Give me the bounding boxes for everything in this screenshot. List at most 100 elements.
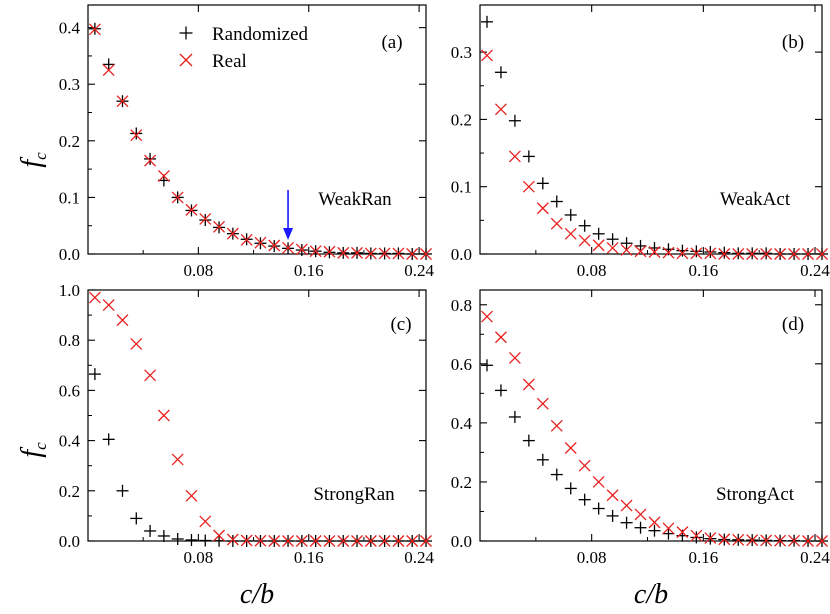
data-point-randomized bbox=[536, 453, 549, 466]
data-point-randomized bbox=[88, 368, 101, 381]
data-point-real bbox=[732, 533, 745, 546]
data-point-real bbox=[592, 239, 605, 252]
data-point-randomized bbox=[578, 219, 591, 232]
data-point-real bbox=[130, 129, 143, 142]
data-point-real bbox=[268, 535, 281, 547]
data-point-real bbox=[226, 533, 239, 546]
legend-randomized-label: Randomized bbox=[212, 24, 309, 45]
panel-c-ytick-label: 0.4 bbox=[59, 432, 81, 451]
panel-a-ytick-label: 0.0 bbox=[59, 245, 80, 264]
data-point-real bbox=[157, 409, 170, 422]
data-point-real bbox=[282, 535, 295, 547]
data-point-real bbox=[254, 534, 267, 547]
panel-a-ytick-label: 0.3 bbox=[59, 75, 80, 94]
data-point-real bbox=[392, 535, 405, 547]
panel-c-ytick-label: 0.0 bbox=[59, 532, 80, 551]
data-point-real bbox=[578, 234, 591, 247]
data-point-real bbox=[309, 245, 322, 258]
panel-b-tag: (b) bbox=[782, 32, 804, 53]
data-point-real bbox=[802, 248, 815, 260]
data-point-randomized bbox=[157, 529, 170, 542]
data-point-real bbox=[378, 247, 391, 260]
data-point-randomized bbox=[213, 534, 226, 547]
legend-cross-shape bbox=[179, 53, 193, 67]
panel-d-ytick-label: 0.8 bbox=[451, 296, 472, 315]
data-point-real bbox=[144, 369, 157, 382]
data-point-real bbox=[323, 245, 336, 258]
data-point-randomized bbox=[564, 208, 577, 221]
data-point-real bbox=[213, 220, 226, 233]
panel-b-ytick-label: 0.2 bbox=[451, 110, 472, 129]
data-point-real bbox=[774, 534, 787, 547]
panel-c-name: StrongRan bbox=[313, 484, 395, 505]
data-point-real bbox=[718, 533, 731, 546]
panel-d-ytick-label: 0.6 bbox=[451, 355, 472, 374]
data-point-real bbox=[760, 248, 773, 260]
data-point-randomized bbox=[690, 245, 703, 258]
data-point-randomized bbox=[102, 433, 115, 446]
data-point-real bbox=[364, 247, 377, 260]
data-point-randomized bbox=[620, 516, 633, 529]
data-point-real bbox=[760, 534, 773, 547]
data-point-real bbox=[564, 227, 577, 240]
panel-b-name: WeakAct bbox=[720, 189, 791, 210]
panel-b-xtick-label: 0.16 bbox=[688, 261, 718, 280]
data-point-randomized bbox=[634, 239, 647, 252]
data-point-real bbox=[185, 489, 198, 502]
data-point-randomized bbox=[564, 482, 577, 495]
data-point-real bbox=[690, 247, 703, 260]
data-point-randomized bbox=[199, 534, 212, 547]
data-point-randomized bbox=[508, 410, 521, 423]
data-point-randomized bbox=[116, 484, 129, 497]
data-point-real bbox=[746, 248, 759, 260]
panel-c-xtick-label: 0.16 bbox=[294, 548, 324, 567]
data-point-real bbox=[704, 247, 717, 260]
data-point-real bbox=[536, 397, 549, 410]
data-point-real bbox=[704, 532, 717, 545]
data-point-real bbox=[648, 246, 661, 258]
data-point-randomized bbox=[480, 15, 493, 28]
panel-d-xtick-label: 0.08 bbox=[577, 548, 607, 567]
data-point-real bbox=[481, 310, 493, 323]
threshold-arrow bbox=[283, 190, 294, 240]
data-point-real bbox=[406, 535, 419, 547]
data-point-real bbox=[199, 212, 212, 225]
panel-d-name: StrongAct bbox=[716, 484, 795, 505]
data-point-real bbox=[295, 243, 308, 256]
data-point-real bbox=[185, 203, 198, 216]
data-point-randomized bbox=[606, 233, 619, 246]
data-point-randomized bbox=[144, 152, 157, 165]
y-axis-title-bottom: fc bbox=[16, 442, 50, 458]
data-point-real bbox=[578, 459, 591, 472]
data-point-real bbox=[732, 248, 745, 260]
y-axis-title-top: fc bbox=[16, 152, 50, 168]
data-point-real bbox=[592, 475, 605, 488]
data-point-real bbox=[337, 535, 350, 547]
legend-real-marker bbox=[179, 53, 193, 67]
y-axis-title-top-main: f bbox=[16, 157, 47, 168]
data-point-real bbox=[351, 535, 363, 547]
panel-b-xtick-label: 0.08 bbox=[577, 261, 607, 280]
data-point-randomized bbox=[480, 359, 493, 372]
data-point-randomized bbox=[185, 533, 198, 546]
data-point-real bbox=[116, 95, 129, 108]
data-point-randomized bbox=[144, 524, 157, 537]
data-point-real bbox=[171, 453, 184, 466]
data-point-randomized bbox=[226, 535, 239, 547]
data-point-randomized bbox=[620, 237, 633, 250]
data-point-real bbox=[662, 246, 675, 259]
data-point-randomized bbox=[522, 150, 535, 163]
panel-a-ytick-label: 0.1 bbox=[59, 188, 80, 207]
data-point-real bbox=[494, 103, 507, 116]
data-point-randomized bbox=[592, 227, 605, 240]
data-point-randomized bbox=[130, 127, 143, 140]
data-point-real bbox=[268, 239, 281, 252]
data-point-real bbox=[634, 508, 647, 521]
data-point-real bbox=[213, 529, 226, 542]
data-point-real bbox=[199, 515, 212, 528]
panel-b-frame bbox=[479, 4, 823, 255]
panel-d-xtick-label: 0.16 bbox=[688, 548, 718, 567]
data-point-randomized bbox=[130, 512, 143, 525]
panel-a-ytick-label: 0.4 bbox=[59, 19, 81, 38]
